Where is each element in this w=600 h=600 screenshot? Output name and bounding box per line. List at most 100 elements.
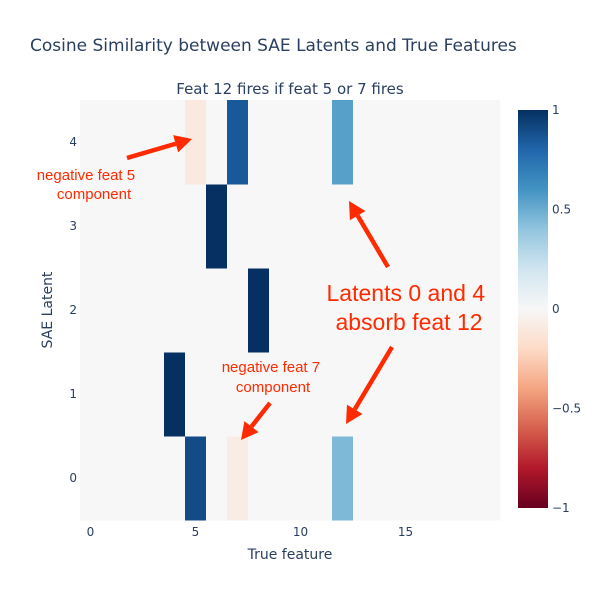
heatmap-cell — [311, 352, 333, 437]
heatmap-cell — [395, 184, 417, 269]
heatmap-cell — [227, 436, 249, 521]
annotation-line: absorb feat 12 — [335, 309, 482, 335]
heatmap-cell — [80, 436, 102, 521]
heatmap-cell — [479, 100, 501, 185]
heatmap-cell — [437, 100, 459, 185]
arrow-line — [126, 141, 177, 161]
y-axis-label: SAE Latent — [40, 271, 56, 348]
heatmap-cell — [290, 352, 312, 437]
heatmap-cells — [80, 100, 501, 521]
heatmap-cell — [311, 436, 333, 521]
heatmap-cell — [458, 436, 480, 521]
heatmap-cell — [290, 100, 312, 185]
heatmap-cell — [290, 436, 312, 521]
colorbar-tick-label: 0 — [552, 302, 560, 316]
arrow-line — [352, 345, 394, 411]
heatmap-cell — [206, 268, 228, 353]
heatmap-cell — [164, 184, 186, 269]
heatmap-cell — [206, 352, 228, 437]
heatmap-cell — [458, 184, 480, 269]
heatmap-cell — [269, 352, 291, 437]
heatmap-cell — [227, 100, 249, 185]
heatmap-cell — [374, 184, 396, 269]
heatmap-cell — [122, 436, 144, 521]
y-tick-label: 3 — [69, 219, 77, 233]
heatmap-cell — [416, 100, 438, 185]
heatmap-cell — [80, 268, 102, 353]
heatmap-cell — [122, 352, 144, 437]
heatmap-cell — [479, 184, 501, 269]
heatmap-cell — [143, 100, 165, 185]
heatmap-cell — [185, 436, 207, 521]
y-tick-label: 2 — [69, 303, 77, 317]
heatmap-cell — [143, 352, 165, 437]
arrow-head-icon — [241, 421, 259, 440]
annotation-neg-feat7: negative feat 7 component — [222, 359, 325, 396]
heatmap-cell — [80, 184, 102, 269]
annotations: negative feat 5 component Latents 0 and … — [37, 135, 492, 440]
heatmap-cell — [374, 436, 396, 521]
heatmap-cell — [311, 184, 333, 269]
annotation-latents-absorb: Latents 0 and 4 absorb feat 12 — [327, 280, 492, 335]
annotation-line: component — [57, 186, 132, 203]
colorbar — [518, 110, 548, 508]
x-tick-label: 0 — [87, 525, 95, 539]
heatmap-cell — [101, 100, 123, 185]
heatmap-cell — [206, 100, 228, 185]
heatmap-cell — [311, 268, 333, 353]
x-tick-label: 5 — [192, 525, 200, 539]
heatmap-cell — [416, 352, 438, 437]
heatmap-cell — [437, 268, 459, 353]
annotation-arrows — [126, 135, 394, 440]
chart-title: Cosine Similarity between SAE Latents an… — [30, 36, 517, 56]
colorbar-tick-label: −1 — [552, 501, 570, 515]
heatmap-cell — [164, 436, 186, 521]
heatmap-cell — [437, 184, 459, 269]
heatmap-cell — [332, 352, 354, 437]
heatmap-cell — [101, 436, 123, 521]
heatmap-cell — [143, 436, 165, 521]
heatmap-cell — [437, 352, 459, 437]
heatmap-cell — [227, 184, 249, 269]
heatmap-cell — [143, 268, 165, 353]
heatmap-cell — [185, 352, 207, 437]
heatmap-cell — [479, 436, 501, 521]
heatmap-cell — [248, 436, 270, 521]
heatmap-cell — [416, 268, 438, 353]
colorbar-tick-label: −0.5 — [552, 402, 581, 416]
x-axis-label: True feature — [247, 547, 333, 563]
heatmap-cell — [332, 100, 354, 185]
x-tick-label: 10 — [293, 525, 308, 539]
heatmap-cell — [248, 268, 270, 353]
heatmap-cell — [248, 184, 270, 269]
heatmap-cell — [353, 100, 375, 185]
y-tick-label: 0 — [69, 471, 77, 485]
heatmap-cell — [395, 352, 417, 437]
heatmap-cell — [206, 184, 228, 269]
heatmap-cell — [269, 100, 291, 185]
heatmap-cell — [332, 184, 354, 269]
heatmap-cell — [206, 436, 228, 521]
heatmap-cell — [374, 100, 396, 185]
colorbar-tick-label: 1 — [552, 103, 560, 117]
heatmap-cell — [122, 268, 144, 353]
heatmap-cell — [269, 436, 291, 521]
colorbar-ticks: 1 0.5 0 −0.5 −1 — [552, 103, 581, 515]
y-tick-label: 1 — [69, 387, 77, 401]
heatmap-cell — [101, 268, 123, 353]
heatmap-cell — [248, 100, 270, 185]
arrow-head-icon — [346, 404, 363, 424]
heatmap-cell — [395, 100, 417, 185]
annotation-line: component — [236, 379, 311, 396]
heatmap-cell — [416, 184, 438, 269]
heatmap-cell — [269, 184, 291, 269]
y-axis-ticks: 0 1 2 3 4 — [69, 135, 77, 485]
chart-subtitle: Feat 12 fires if feat 5 or 7 fires — [176, 80, 404, 98]
heatmap-cell — [101, 184, 123, 269]
heatmap-cell — [290, 268, 312, 353]
heatmap-cell — [143, 184, 165, 269]
heatmap-cell — [227, 352, 249, 437]
heatmap-cell — [353, 268, 375, 353]
heatmap-cell — [479, 268, 501, 353]
